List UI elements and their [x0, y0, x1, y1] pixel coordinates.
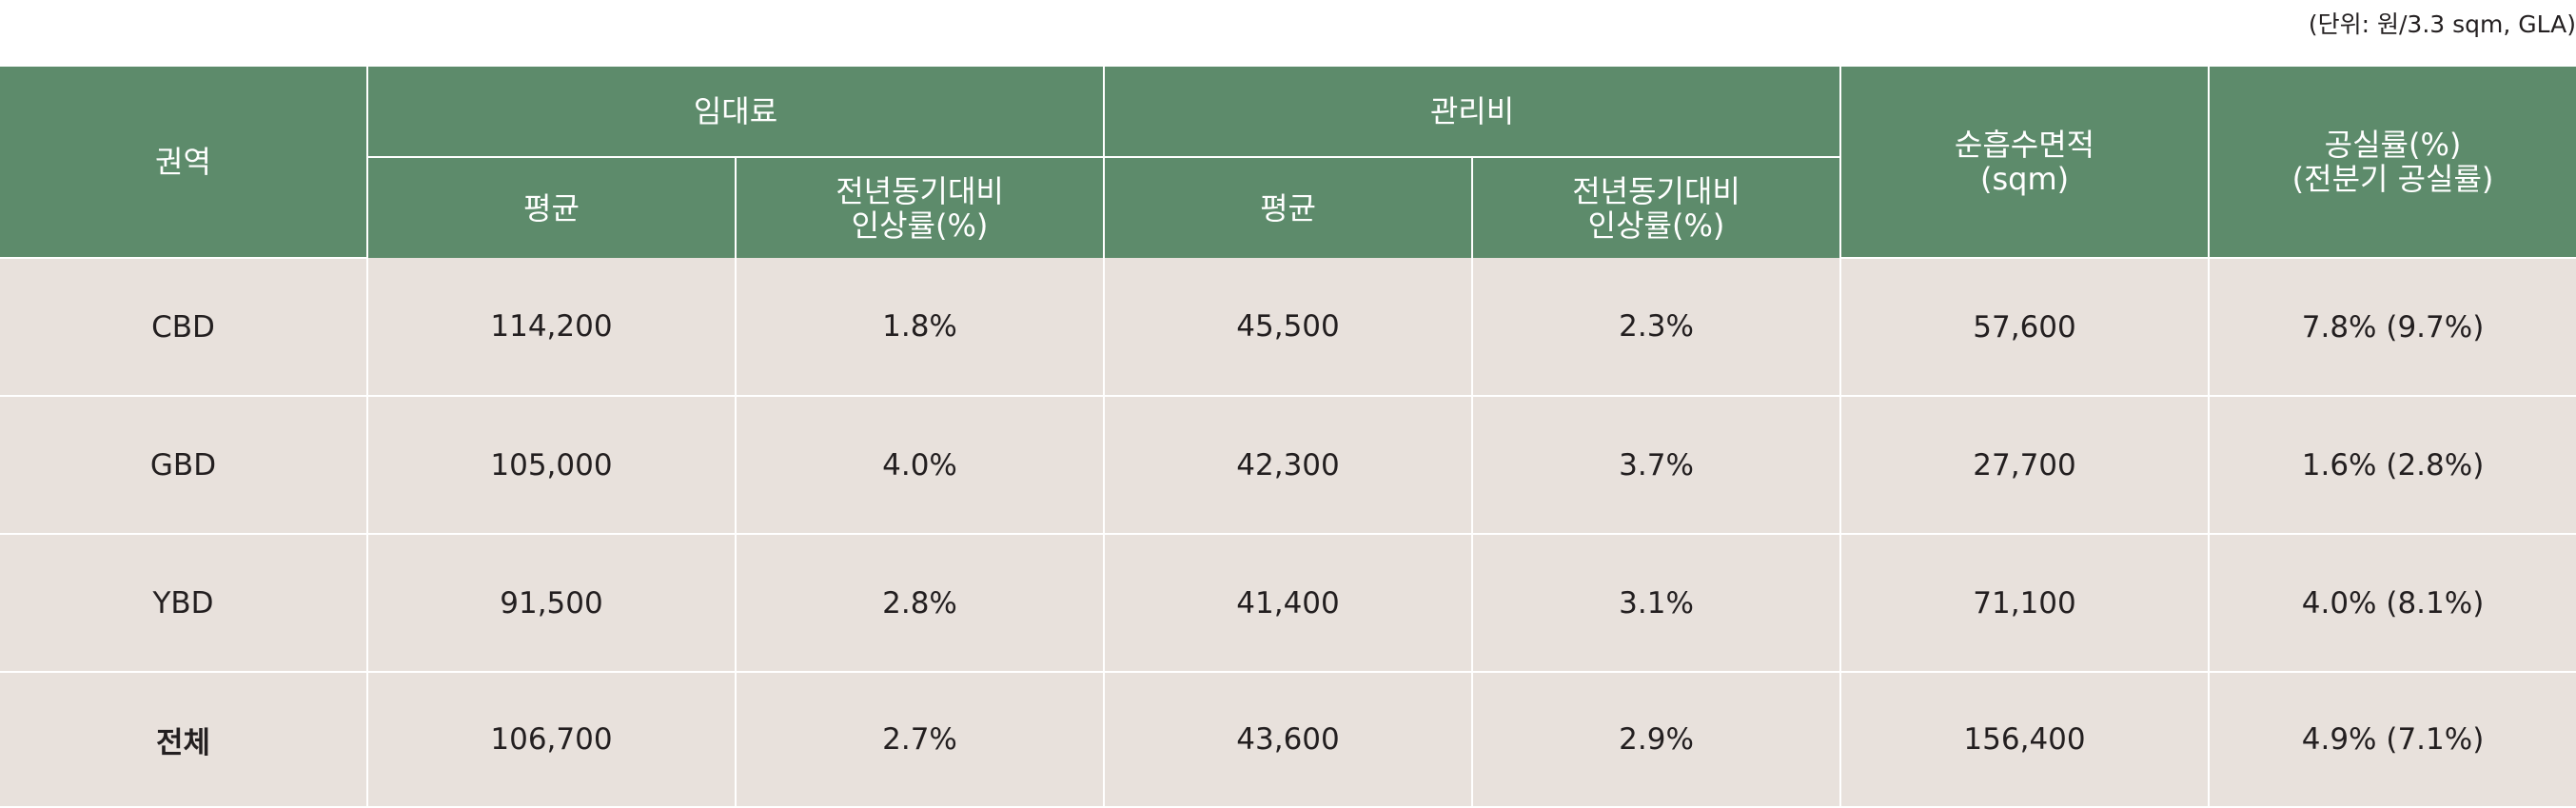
- table-row: GBD 105,000 4.0% 42,300 3.7% 27,700 1.6%…: [0, 396, 2576, 535]
- office-market-table: 권역 임대료 관리비 순흡수면적 (sqm) 공실률(%) (전분기 공실률) …: [0, 67, 2576, 808]
- cell-rent-yoy: 2.8%: [734, 534, 1105, 673]
- cell-mgmt-avg: 45,500: [1103, 258, 1473, 397]
- cell-rent-avg: 114,200: [366, 258, 736, 397]
- cell-region: 전체: [0, 672, 367, 808]
- header-row-sub: 평균 전년동기대비 인상률(%) 평균 전년동기대비 인상률(%): [0, 157, 2576, 258]
- cell-net-absorption: 27,700: [1839, 396, 2210, 535]
- cell-mgmt-avg: 43,600: [1103, 672, 1473, 808]
- header-rent-avg: 평균: [366, 157, 736, 258]
- header-net-absorption: 순흡수면적 (sqm): [1839, 67, 2210, 259]
- header-rent-group: 임대료: [365, 67, 1105, 158]
- cell-rent-yoy: 2.7%: [734, 672, 1105, 808]
- cell-region: CBD: [0, 258, 367, 397]
- header-row-group: 권역 임대료 관리비 순흡수면적 (sqm) 공실률(%) (전분기 공실률): [0, 67, 2576, 259]
- cell-mgmt-yoy: 2.9%: [1471, 672, 1841, 808]
- header-mgmt-avg: 평균: [1103, 157, 1473, 258]
- cell-rent-avg: 91,500: [366, 534, 736, 673]
- header-mgmt-yoy: 전년동기대비 인상률(%): [1471, 157, 1841, 258]
- table-row: YBD 91,500 2.8% 41,400 3.1% 71,100 4.0% …: [0, 534, 2576, 673]
- cell-rent-avg: 105,000: [366, 396, 736, 535]
- cell-rent-yoy: 4.0%: [734, 396, 1105, 535]
- cell-vacancy: 1.6% (2.8%): [2208, 396, 2576, 535]
- cell-region: YBD: [0, 534, 367, 673]
- table-header: 권역 임대료 관리비 순흡수면적 (sqm) 공실률(%) (전분기 공실률) …: [0, 67, 2576, 259]
- table-row-total: 전체 106,700 2.7% 43,600 2.9% 156,400 4.9%…: [0, 672, 2576, 808]
- cell-vacancy: 4.9% (7.1%): [2208, 672, 2576, 808]
- header-vacancy: 공실률(%) (전분기 공실률): [2208, 67, 2576, 259]
- cell-rent-yoy: 1.8%: [734, 258, 1105, 397]
- cell-mgmt-yoy: 3.1%: [1471, 534, 1841, 673]
- cell-vacancy: 4.0% (8.1%): [2208, 534, 2576, 673]
- cell-region: GBD: [0, 396, 367, 535]
- cell-mgmt-yoy: 3.7%: [1471, 396, 1841, 535]
- cell-net-absorption: 57,600: [1839, 258, 2210, 397]
- cell-mgmt-avg: 42,300: [1103, 396, 1473, 535]
- header-region: 권역: [0, 67, 367, 259]
- cell-rent-avg: 106,700: [366, 672, 736, 808]
- cell-net-absorption: 156,400: [1839, 672, 2210, 808]
- table-body: CBD 114,200 1.8% 45,500 2.3% 57,600 7.8%…: [0, 258, 2576, 808]
- cell-vacancy: 7.8% (9.7%): [2208, 258, 2576, 397]
- header-rent-yoy: 전년동기대비 인상률(%): [734, 157, 1105, 258]
- cell-mgmt-avg: 41,400: [1103, 534, 1473, 673]
- cell-net-absorption: 71,100: [1839, 534, 2210, 673]
- header-mgmt-group: 관리비: [1103, 67, 1841, 158]
- table-row: CBD 114,200 1.8% 45,500 2.3% 57,600 7.8%…: [0, 258, 2576, 397]
- cell-mgmt-yoy: 2.3%: [1471, 258, 1841, 397]
- unit-note: (단위: 원/3.3 sqm, GLA): [2308, 10, 2576, 38]
